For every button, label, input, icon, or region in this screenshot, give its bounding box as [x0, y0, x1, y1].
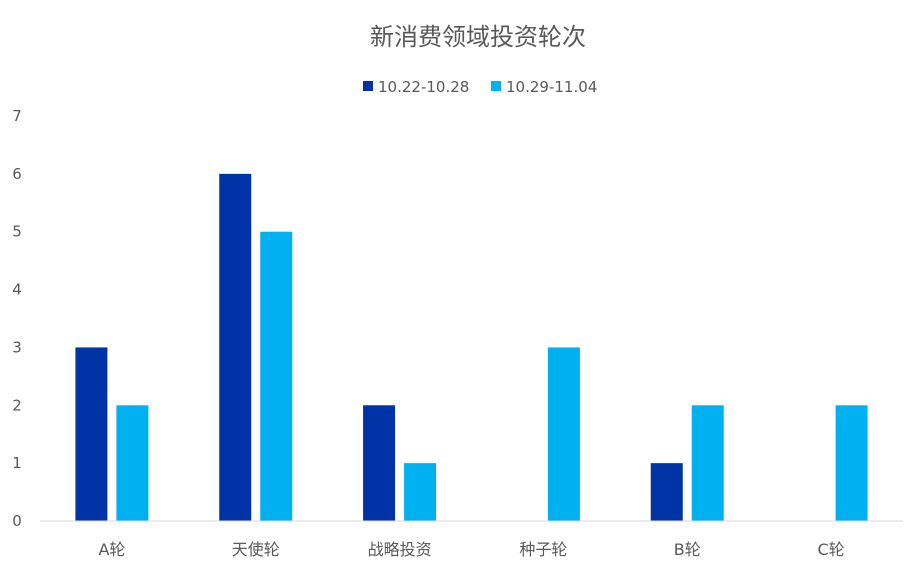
y-tick-label: 1: [12, 454, 22, 472]
bar-series-1-cat-2: [219, 173, 252, 521]
bar-series-2-cat-2: [260, 231, 293, 521]
bars: [75, 173, 868, 521]
chart-title: 新消费领域投资轮次: [370, 23, 586, 51]
bar-series-2-cat-1: [116, 405, 149, 521]
legend-swatch-series-1: [363, 81, 373, 91]
legend: 10.22-10.28 10.29-11.04: [363, 78, 597, 96]
x-axis: A轮 天使轮 战略投资 种子轮 B轮 C轮: [98, 540, 844, 559]
y-tick-label: 5: [12, 223, 22, 241]
y-tick-label: 2: [12, 396, 22, 414]
x-category-label: C轮: [817, 540, 844, 559]
bar-series-2-cat-5: [691, 405, 724, 521]
x-category-label: B轮: [674, 540, 701, 559]
x-category-label: 天使轮: [232, 540, 280, 559]
x-category-label: 战略投资: [368, 540, 432, 559]
y-tick-label: 6: [12, 165, 22, 183]
legend-swatch-series-2: [491, 81, 501, 91]
y-tick-label: 0: [12, 512, 22, 530]
y-axis: 0 1 2 3 4 5 6 7: [12, 107, 22, 530]
bar-series-1-cat-1: [75, 347, 108, 521]
bar-series-1-cat-3: [363, 405, 396, 521]
y-tick-label: 4: [12, 281, 22, 299]
bar-series-2-cat-6: [835, 405, 868, 521]
legend-label-series-1: 10.22-10.28: [378, 78, 469, 96]
y-tick-label: 7: [12, 107, 22, 125]
y-tick-label: 3: [12, 338, 22, 356]
x-category-label: A轮: [98, 540, 125, 559]
bar-series-2-cat-3: [404, 463, 437, 521]
legend-label-series-2: 10.29-11.04: [506, 78, 597, 96]
bar-series-2-cat-4: [547, 347, 580, 521]
x-category-label: 种子轮: [519, 540, 567, 559]
bar-series-1-cat-5: [650, 463, 683, 521]
